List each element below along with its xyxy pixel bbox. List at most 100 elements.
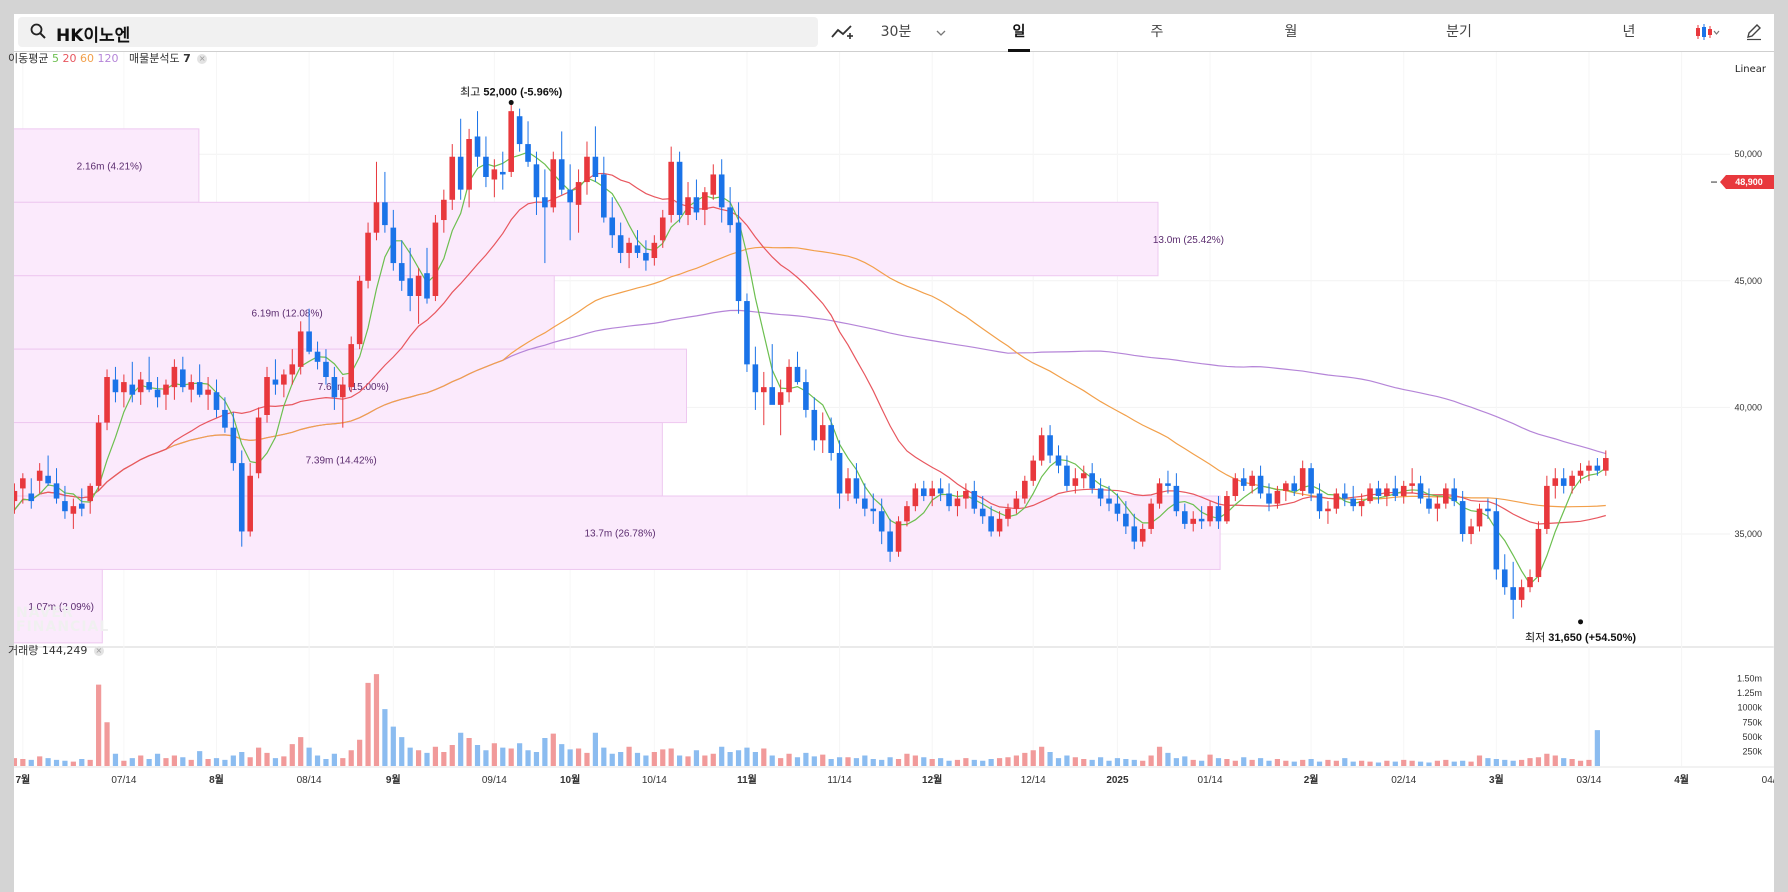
volume-bar[interactable] — [836, 757, 843, 766]
candle-body[interactable] — [1400, 485, 1407, 497]
candle-body[interactable] — [996, 518, 1003, 532]
volume-bar[interactable] — [584, 752, 590, 766]
candle-body[interactable] — [1409, 483, 1415, 486]
volume-bar[interactable] — [466, 738, 472, 766]
candle-body[interactable] — [365, 232, 371, 281]
volume-bar[interactable] — [121, 760, 127, 766]
volume-bar[interactable] — [373, 674, 380, 766]
volume-bar[interactable] — [618, 752, 624, 766]
volume-bar[interactable] — [626, 746, 632, 766]
candle-body[interactable] — [550, 159, 557, 208]
volume-bar[interactable] — [575, 748, 582, 767]
tab-week[interactable]: 주 — [1134, 14, 1180, 52]
volume-bar[interactable] — [1451, 761, 1457, 766]
volume-bar[interactable] — [390, 726, 396, 766]
candle-body[interactable] — [1560, 478, 1567, 486]
volume-bar[interactable] — [1148, 755, 1154, 767]
volume-bar[interactable] — [1333, 760, 1339, 766]
volume-bar[interactable] — [870, 759, 876, 766]
candle-body[interactable] — [373, 202, 380, 233]
candle-body[interactable] — [1055, 455, 1062, 466]
candle-body[interactable] — [895, 521, 902, 552]
candle-body[interactable] — [954, 498, 961, 507]
candle-body[interactable] — [584, 156, 590, 183]
candle-body[interactable] — [62, 501, 68, 512]
volume-bar[interactable] — [357, 739, 363, 766]
candle-body[interactable] — [659, 217, 666, 241]
candle-body[interactable] — [887, 531, 893, 552]
candle-body[interactable] — [1468, 526, 1474, 534]
candle-body[interactable] — [668, 161, 674, 215]
candle-body[interactable] — [432, 222, 439, 296]
candle-body[interactable] — [979, 508, 986, 517]
candle-body[interactable] — [752, 364, 759, 393]
volume-bar[interactable] — [693, 750, 700, 766]
volume-bar[interactable] — [1594, 730, 1600, 766]
candle-body[interactable] — [1586, 465, 1592, 471]
candle-body[interactable] — [1535, 528, 1542, 578]
candle-body[interactable] — [870, 508, 877, 512]
volume-bar[interactable] — [853, 758, 860, 766]
volume-bar[interactable] — [1493, 759, 1499, 766]
volume-bar[interactable] — [660, 749, 666, 766]
volume-bar[interactable] — [879, 759, 885, 766]
volume-bar[interactable] — [1257, 758, 1264, 766]
candle-body[interactable] — [794, 366, 801, 383]
candle-body[interactable] — [499, 171, 506, 175]
volume-bar[interactable] — [500, 747, 506, 766]
volume-bar[interactable] — [441, 752, 447, 766]
candle-body[interactable] — [213, 392, 220, 410]
candle-body[interactable] — [1106, 498, 1112, 504]
volume-bar[interactable] — [474, 745, 481, 766]
volume-bar[interactable] — [197, 751, 203, 766]
volume-bar[interactable] — [1359, 760, 1365, 766]
candle-body[interactable] — [491, 169, 498, 180]
candle-body[interactable] — [230, 427, 237, 464]
candle-body[interactable] — [1097, 488, 1104, 499]
candle-body[interactable] — [676, 161, 683, 215]
candle-body[interactable] — [1064, 465, 1070, 486]
candle-body[interactable] — [1518, 587, 1525, 600]
candle-body[interactable] — [1005, 508, 1011, 519]
candle-body[interactable] — [95, 422, 102, 486]
volume-bar[interactable] — [845, 757, 851, 766]
candle-body[interactable] — [78, 503, 85, 509]
volume-bar[interactable] — [154, 753, 161, 766]
volume-bar[interactable] — [1392, 761, 1398, 766]
volume-bar[interactable] — [1460, 760, 1466, 766]
candle-body[interactable] — [904, 506, 910, 522]
volume-bar[interactable] — [205, 759, 211, 766]
volume-bar[interactable] — [929, 759, 935, 766]
candle-body[interactable] — [70, 506, 77, 514]
candle-body[interactable] — [1552, 478, 1559, 486]
candle-body[interactable] — [836, 452, 843, 494]
volume-bar[interactable] — [963, 758, 969, 766]
candle-body[interactable] — [558, 159, 565, 190]
tab-year[interactable]: 년 — [1606, 14, 1652, 52]
candle-body[interactable] — [348, 344, 355, 388]
volume-bar[interactable] — [171, 755, 177, 767]
candle-body[interactable] — [272, 379, 279, 385]
candle-body[interactable] — [205, 389, 211, 395]
indicator-add-icon[interactable] — [830, 22, 854, 42]
volume-bar[interactable] — [1409, 760, 1415, 766]
candle-body[interactable] — [1207, 506, 1213, 522]
candle-body[interactable] — [1493, 511, 1500, 570]
volume-bar[interactable] — [28, 759, 34, 766]
volume-bar[interactable] — [1072, 757, 1078, 766]
volume-bar[interactable] — [104, 722, 110, 766]
scale-type-button[interactable]: Linear — [1734, 64, 1766, 75]
moving-average-legend[interactable]: 이동평균 5 20 60 120 매물분석도 7 × — [8, 50, 208, 66]
candle-body[interactable] — [1569, 475, 1575, 486]
volume-bar[interactable] — [1022, 752, 1028, 766]
volume-bar[interactable] — [1443, 759, 1449, 766]
volume-bar[interactable] — [921, 757, 927, 766]
candle-body[interactable] — [171, 366, 178, 388]
volume-bar[interactable] — [1123, 759, 1129, 766]
volume-bar[interactable] — [769, 755, 775, 767]
volume-bar[interactable] — [517, 743, 523, 766]
volume-bar[interactable] — [1224, 759, 1230, 766]
candle-body[interactable] — [264, 377, 270, 415]
candle-body[interactable] — [971, 490, 978, 509]
search-icon[interactable] — [30, 23, 46, 39]
